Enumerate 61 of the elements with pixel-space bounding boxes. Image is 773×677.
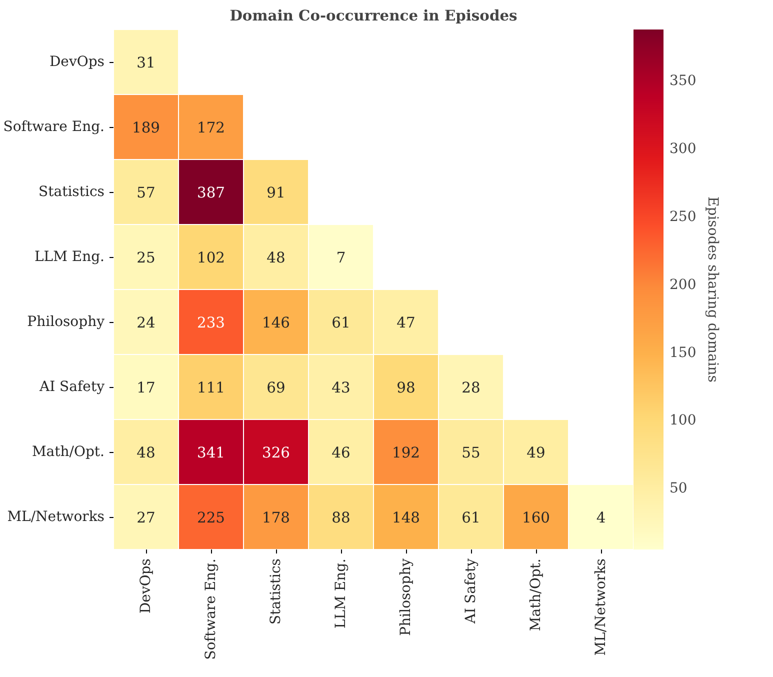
data-label: 61 bbox=[332, 314, 350, 332]
data-label: 24 bbox=[136, 314, 156, 332]
y-tick-label: Statistics bbox=[38, 184, 105, 200]
data-label: 189 bbox=[132, 120, 160, 136]
y-tick-label: DevOps bbox=[49, 54, 105, 70]
data-label: 48 bbox=[136, 444, 156, 462]
data-label: 172 bbox=[197, 120, 225, 136]
x-tick-label: ML/Networks bbox=[593, 558, 609, 656]
color-bar-label: 50 bbox=[670, 480, 688, 497]
data-label: 49 bbox=[526, 444, 546, 462]
color-bar-label: 200 bbox=[670, 276, 696, 293]
data-label: 178 bbox=[262, 510, 290, 526]
data-label: 47 bbox=[396, 314, 416, 332]
data-label: 387 bbox=[197, 184, 225, 202]
x-tick-label: LLM Eng. bbox=[333, 558, 349, 629]
y-tick-label: Math/Opt. bbox=[32, 444, 105, 460]
x-tick-label: AI Safety bbox=[463, 558, 479, 625]
x-tick-label: Software Eng. bbox=[203, 558, 219, 660]
data-label: 55 bbox=[462, 444, 480, 462]
data-label: 48 bbox=[266, 250, 286, 266]
data-label: 69 bbox=[266, 380, 286, 396]
data-label: 326 bbox=[262, 444, 290, 462]
x-tick-label: Philosophy bbox=[398, 558, 414, 636]
data-label: 91 bbox=[266, 184, 286, 202]
data-label: 61 bbox=[462, 510, 480, 526]
x-tick-label: Math/Opt. bbox=[528, 558, 544, 632]
color-bar-label: 150 bbox=[670, 344, 696, 361]
data-label: 233 bbox=[197, 314, 225, 332]
y-tick-label: Software Eng. bbox=[3, 119, 104, 135]
data-label: 148 bbox=[392, 510, 420, 526]
data-label: 4 bbox=[596, 510, 606, 526]
data-label: 192 bbox=[392, 444, 420, 462]
data-label: 146 bbox=[262, 314, 290, 332]
data-label: 28 bbox=[462, 380, 480, 396]
data-label: 25 bbox=[136, 250, 156, 266]
data-label: 27 bbox=[136, 510, 156, 526]
color-bar-label: 300 bbox=[670, 141, 696, 158]
data-label: 57 bbox=[136, 184, 156, 202]
data-label: 88 bbox=[332, 510, 350, 526]
y-tick-label: AI Safety bbox=[38, 379, 105, 395]
data-label: 160 bbox=[522, 510, 550, 526]
y-tick-label: LLM Eng. bbox=[34, 249, 105, 265]
y-tick-label: ML/Networks bbox=[7, 509, 105, 525]
y-tick-label: Philosophy bbox=[27, 314, 105, 330]
color-bar-title: Episodes sharing domains bbox=[704, 196, 720, 383]
data-label: 102 bbox=[197, 250, 225, 266]
chart-title: Domain Co-occurrence in Episodes bbox=[230, 8, 518, 24]
data-label: 43 bbox=[332, 380, 350, 396]
color-bar-label: 350 bbox=[670, 73, 696, 90]
data-label: 111 bbox=[197, 380, 225, 396]
data-label: 17 bbox=[136, 380, 156, 396]
data-label: 7 bbox=[336, 250, 346, 266]
x-tick-label: DevOps bbox=[138, 558, 154, 614]
data-label: 341 bbox=[197, 444, 225, 462]
data-label: 225 bbox=[197, 510, 225, 526]
x-tick-label: Statistics bbox=[268, 558, 284, 624]
data-label: 31 bbox=[136, 54, 156, 72]
color-bar-label: 250 bbox=[670, 209, 696, 226]
data-label: 98 bbox=[396, 380, 416, 396]
color-bar-label: 100 bbox=[670, 412, 696, 429]
data-label: 46 bbox=[332, 444, 350, 462]
